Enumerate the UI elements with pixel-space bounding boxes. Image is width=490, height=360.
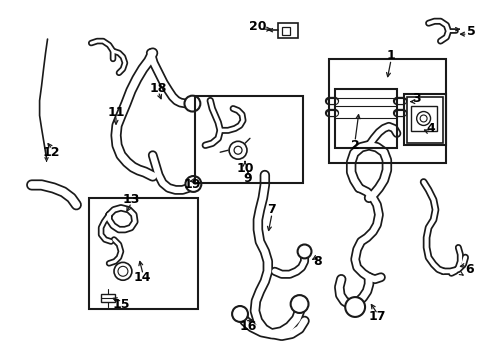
Text: 18: 18	[150, 82, 168, 95]
Text: 16: 16	[239, 320, 257, 333]
Circle shape	[185, 176, 201, 192]
Text: 6: 6	[465, 263, 473, 276]
Circle shape	[297, 244, 312, 258]
Text: 13: 13	[122, 193, 140, 206]
Bar	[89, 198, 198, 309]
Text: 11: 11	[107, 106, 125, 119]
Circle shape	[345, 297, 365, 317]
Text: 10: 10	[236, 162, 254, 175]
Bar	[407, 96, 443, 143]
Bar	[329, 59, 446, 163]
Circle shape	[232, 306, 248, 322]
Text: 8: 8	[313, 255, 322, 268]
Text: 3: 3	[413, 92, 421, 105]
Circle shape	[291, 295, 309, 313]
Text: 1: 1	[387, 49, 395, 63]
Text: 15: 15	[112, 297, 130, 311]
Bar	[411, 105, 437, 131]
Text: 5: 5	[467, 24, 476, 38]
Bar	[196, 96, 302, 183]
Bar	[404, 94, 446, 145]
Text: 2: 2	[351, 139, 360, 152]
Circle shape	[184, 96, 200, 112]
Bar	[335, 89, 397, 148]
Text: 17: 17	[368, 310, 386, 323]
Text: 9: 9	[244, 171, 252, 185]
Text: 4: 4	[426, 122, 435, 135]
Text: 14: 14	[134, 271, 151, 284]
Text: 19: 19	[184, 179, 201, 192]
Bar	[282, 27, 290, 35]
Text: 20: 20	[249, 20, 267, 33]
Bar	[278, 23, 297, 38]
Text: 7: 7	[268, 203, 276, 216]
Text: 12: 12	[43, 146, 60, 159]
Bar	[101, 294, 115, 302]
